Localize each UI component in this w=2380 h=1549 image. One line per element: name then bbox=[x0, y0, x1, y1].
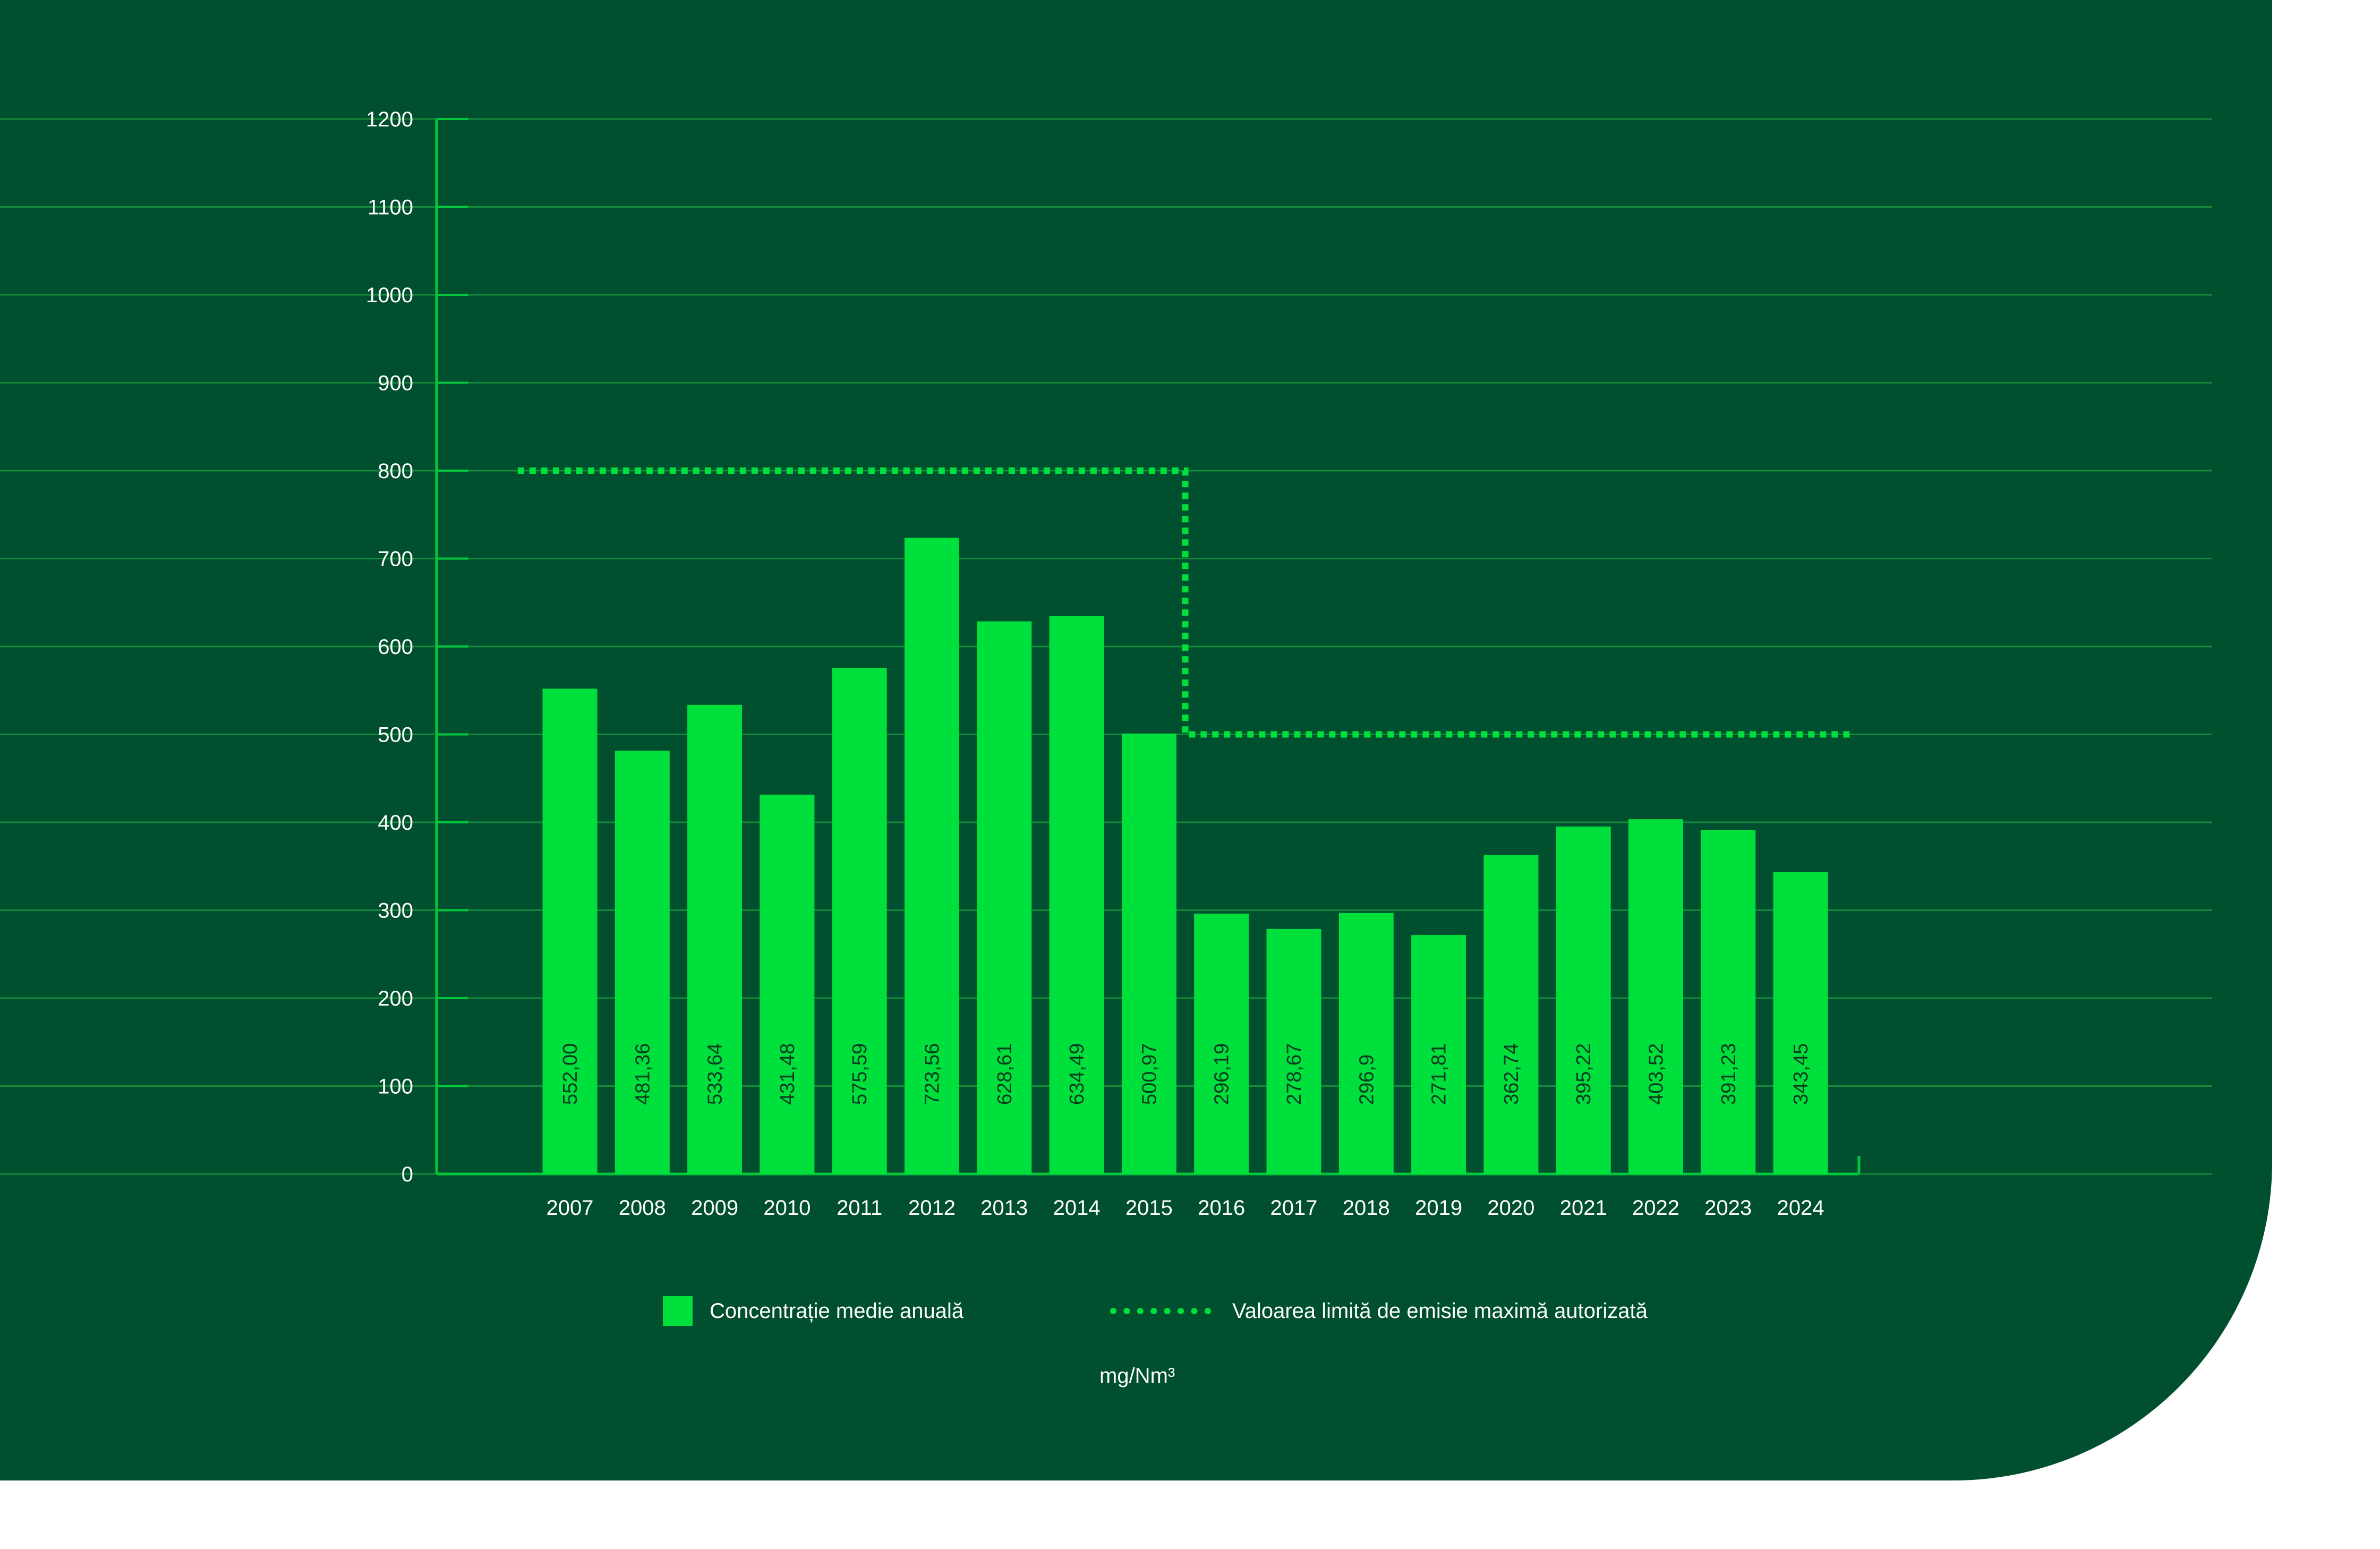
x-tick-label: 2017 bbox=[1270, 1196, 1318, 1220]
bar bbox=[832, 668, 887, 1174]
bar-value-label: 362,74 bbox=[1500, 1043, 1523, 1105]
legend-label-average: Concentrație medie anuală bbox=[710, 1299, 964, 1323]
x-tick-label: 2010 bbox=[763, 1196, 811, 1220]
bar-value-label: 431,48 bbox=[777, 1043, 799, 1105]
bar bbox=[1483, 855, 1539, 1174]
x-tick-label: 2011 bbox=[837, 1196, 882, 1220]
bar-value-label: 723,56 bbox=[922, 1043, 944, 1105]
x-tick-label: 2014 bbox=[1053, 1196, 1101, 1220]
y-tick-label: 0 bbox=[402, 1163, 413, 1186]
bar-value-label: 403,52 bbox=[1645, 1043, 1668, 1105]
bar bbox=[1411, 935, 1466, 1174]
legend-swatch-dotted-line bbox=[1110, 1308, 1211, 1314]
x-tick-label: 2009 bbox=[691, 1196, 738, 1220]
bar-value-label: 296,19 bbox=[1211, 1043, 1233, 1105]
bar bbox=[1049, 616, 1104, 1174]
bar-value-label: 271,81 bbox=[1428, 1043, 1451, 1105]
bar bbox=[542, 688, 598, 1174]
y-tick-label: 300 bbox=[378, 899, 413, 923]
bar bbox=[977, 621, 1032, 1174]
bar-value-label: 395,22 bbox=[1573, 1043, 1595, 1105]
legend-item-limit: Valoarea limită de emisie maximă autoriz… bbox=[1110, 1295, 1648, 1327]
bar-value-label: 533,64 bbox=[704, 1043, 727, 1105]
x-tick-labels: 2007 2008 2009 2010 2011 2012 2013 2014 2015 2016… bbox=[547, 1196, 1824, 1220]
bar-value-label: 634,49 bbox=[1066, 1043, 1088, 1105]
limit-line bbox=[517, 467, 1853, 738]
bar bbox=[687, 704, 743, 1174]
x-tick-label: 2023 bbox=[1704, 1196, 1752, 1220]
x-tick-label: 2012 bbox=[908, 1196, 956, 1220]
bar-value-label: 500,97 bbox=[1138, 1043, 1161, 1105]
bar bbox=[905, 538, 959, 1174]
y-tick-label: 200 bbox=[378, 987, 413, 1010]
bar bbox=[1773, 872, 1828, 1174]
bar bbox=[1266, 929, 1321, 1174]
x-tick-label: 2021 bbox=[1560, 1196, 1607, 1220]
bar-value-labels: 552,00 481,36 533,64 431,48 575,59 723,56 628,… bbox=[559, 1043, 1812, 1105]
bar-value-label: 481,36 bbox=[632, 1043, 654, 1105]
x-tick-label: 2013 bbox=[980, 1196, 1028, 1220]
bars bbox=[542, 538, 1828, 1174]
bar-value-label: 552,00 bbox=[559, 1043, 582, 1105]
bar-value-label: 575,59 bbox=[849, 1043, 871, 1105]
y-tick-label: 600 bbox=[378, 635, 413, 659]
y-tick-label: 1100 bbox=[368, 196, 413, 219]
gridlines bbox=[0, 118, 2212, 1175]
x-tick-label: 2016 bbox=[1198, 1196, 1245, 1220]
x-tick-label: 2008 bbox=[619, 1196, 666, 1220]
legend-item-average: Concentrație medie anuală bbox=[663, 1295, 963, 1327]
bar bbox=[615, 751, 670, 1174]
x-tick-label: 2018 bbox=[1343, 1196, 1390, 1220]
x-tick-label: 2024 bbox=[1777, 1196, 1824, 1220]
y-tick-label: 400 bbox=[378, 811, 413, 835]
y-tick-labels: 0 100 200 300 400 500 600 700 800 900 1000 1100 1200 bbox=[366, 108, 413, 1186]
bar bbox=[760, 794, 815, 1174]
bar bbox=[1701, 830, 1756, 1174]
legend-label-limit: Valoarea limită de emisie maximă autoriz… bbox=[1232, 1299, 1648, 1323]
y-tick-label: 900 bbox=[378, 372, 413, 395]
bar bbox=[1121, 733, 1176, 1174]
bar bbox=[1338, 913, 1394, 1174]
y-tick-label: 100 bbox=[378, 1075, 413, 1099]
x-tick-label: 2020 bbox=[1487, 1196, 1534, 1220]
bar bbox=[1628, 819, 1683, 1174]
y-tick-label: 700 bbox=[378, 548, 413, 571]
bar-value-label: 391,23 bbox=[1718, 1043, 1740, 1105]
legend-swatch-bar bbox=[663, 1296, 693, 1326]
y-tick-label: 500 bbox=[378, 724, 413, 747]
x-tick-label: 2022 bbox=[1632, 1196, 1679, 1220]
bar-value-label: 343,45 bbox=[1790, 1043, 1812, 1105]
bar-value-label: 296,9 bbox=[1355, 1054, 1378, 1105]
y-tick-label: 1200 bbox=[366, 108, 413, 131]
x-tick-label: 2019 bbox=[1415, 1196, 1462, 1220]
x-tick-label: 2015 bbox=[1125, 1196, 1173, 1220]
y-tick-label: 1000 bbox=[366, 284, 413, 307]
y-tick-label: 800 bbox=[378, 459, 413, 483]
limit-line-path bbox=[517, 467, 1853, 738]
bar-value-label: 278,67 bbox=[1283, 1043, 1306, 1105]
unit-label: mg/Nm³ bbox=[1099, 1364, 1175, 1388]
bar bbox=[1194, 913, 1249, 1174]
bar-value-label: 628,61 bbox=[994, 1043, 1016, 1105]
x-tick-label: 2007 bbox=[547, 1196, 594, 1220]
bar bbox=[1556, 826, 1611, 1174]
